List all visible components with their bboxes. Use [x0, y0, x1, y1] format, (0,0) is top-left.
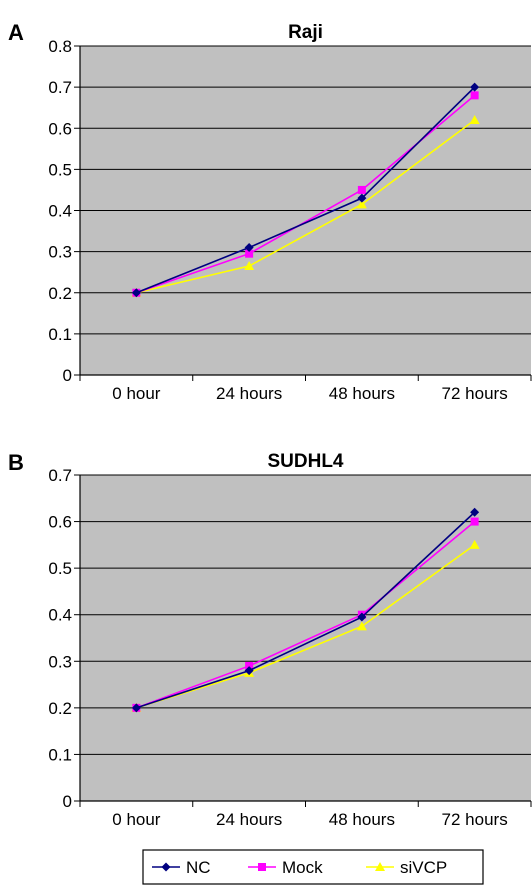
chart-title: SUDHL4: [267, 451, 343, 472]
data-point-sivcp: [244, 261, 255, 271]
data-point-nc: [470, 507, 480, 517]
legend-label-nc: NC: [186, 858, 211, 877]
data-point-nc: [244, 666, 254, 676]
series-line-sivcp: [136, 119, 476, 294]
y-tick-label: 0.6: [48, 513, 72, 532]
x-tick-label: 48 hours: [329, 384, 395, 403]
data-point-mock: [245, 661, 254, 670]
y-tick-label: 0.7: [48, 78, 72, 97]
x-tick-label: 72 hours: [442, 384, 508, 403]
data-point-nc: [244, 243, 254, 253]
data-point-sivcp: [469, 115, 480, 125]
y-tick-label: 0.4: [48, 202, 72, 221]
legend: NC Mock siVCP: [142, 849, 484, 885]
series-line-mock: [136, 520, 476, 709]
y-tick-label: 0.8: [48, 37, 72, 56]
y-tick-label: 0.5: [48, 559, 72, 578]
x-tick-label: 72 hours: [442, 810, 508, 829]
chart-panel-a: 0 0.1 0.2 0.3 0.4 0.5 0.6 0.7 0.8 0 hour 24 hours 4…: [8, 20, 532, 403]
data-point-mock: [470, 517, 479, 526]
series-line-sivcp: [136, 544, 476, 709]
x-tick-label: 0 hour: [112, 810, 161, 829]
y-tick-label: 0: [63, 792, 72, 811]
chart-panel-b: 0 0.1 0.2 0.3 0.4 0.5 0.6 0.7 0 hour 24 hours 48 h…: [8, 450, 532, 829]
legend-marker-sivcp: [375, 862, 385, 871]
x-tick-label: 48 hours: [329, 810, 395, 829]
data-point-nc: [357, 193, 367, 203]
data-point-nc: [131, 703, 141, 713]
legend-marker-mock: [258, 863, 266, 871]
y-tick-label: 0: [63, 366, 72, 385]
legend-label-sivcp: siVCP: [400, 858, 447, 877]
data-point-sivcp: [356, 199, 367, 209]
y-tick-label: 0.5: [48, 160, 72, 179]
plot-area: [80, 475, 531, 801]
data-point-mock: [357, 185, 366, 194]
x-tick-label: 24 hours: [216, 384, 282, 403]
y-tick-label: 0.2: [48, 284, 72, 303]
legend-box: [142, 849, 484, 885]
legend-marker-nc: [161, 862, 171, 872]
y-tick-label: 0.1: [48, 325, 72, 344]
data-point-nc: [131, 288, 141, 298]
y-tick-label: 0.4: [48, 606, 72, 625]
series-line-nc: [136, 511, 476, 709]
y-tick-label: 0.7: [48, 466, 72, 485]
chart-title: Raji: [288, 22, 323, 43]
y-tick-label: 0.3: [48, 652, 72, 671]
data-point-nc: [357, 612, 367, 622]
x-tick-label: 24 hours: [216, 810, 282, 829]
data-point-nc: [470, 82, 480, 92]
y-tick-label: 0.1: [48, 745, 72, 764]
panel-label: A: [8, 20, 24, 45]
data-point-sivcp: [356, 621, 367, 631]
panel-label: B: [8, 450, 24, 475]
data-point-mock: [245, 249, 254, 258]
x-tick-label: 0 hour: [112, 384, 161, 403]
legend-label-mock: Mock: [282, 858, 323, 877]
data-point-mock: [470, 91, 479, 100]
data-point-sivcp: [469, 539, 480, 549]
series-line-nc: [136, 86, 476, 294]
y-tick-label: 0.6: [48, 119, 72, 138]
y-tick-label: 0.2: [48, 699, 72, 718]
y-tick-label: 0.3: [48, 243, 72, 262]
